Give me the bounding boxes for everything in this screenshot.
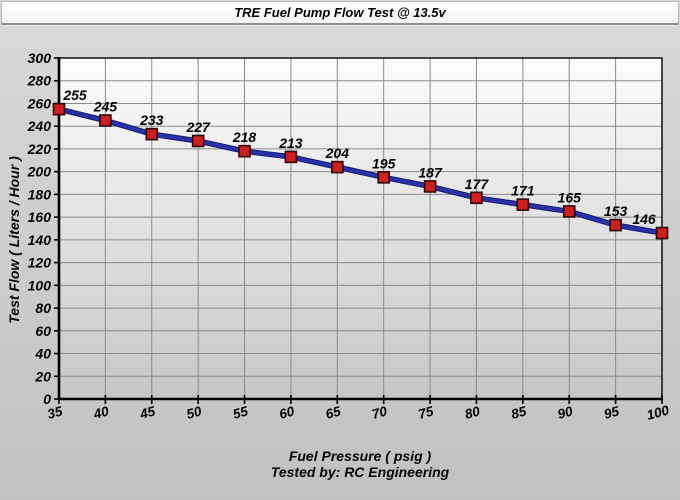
y-tick-label: 280 bbox=[27, 73, 52, 89]
data-point-marker bbox=[331, 160, 344, 174]
data-point-label: 245 bbox=[93, 99, 118, 115]
plot-area bbox=[59, 58, 662, 399]
x-tick-label: 75 bbox=[417, 403, 436, 422]
data-point-label: 171 bbox=[511, 183, 535, 199]
data-point-marker bbox=[470, 191, 483, 205]
x-tick-label: 50 bbox=[185, 403, 204, 422]
data-point-marker bbox=[145, 127, 159, 141]
x-tick-label: 45 bbox=[137, 403, 157, 422]
x-axis-title: Fuel Pressure ( psig ) bbox=[288, 448, 432, 464]
data-point-label: 146 bbox=[632, 211, 656, 227]
data-point-label: 153 bbox=[604, 203, 628, 219]
y-tick-label: 40 bbox=[34, 346, 51, 362]
y-tick-label: 200 bbox=[27, 164, 52, 180]
data-point-marker bbox=[609, 218, 622, 232]
y-axis-title: Test Flow ( Liters / Hour ) bbox=[6, 156, 22, 324]
chart-title: TRE Fuel Pump Flow Test @ 13.5v bbox=[1, 1, 679, 25]
y-tick-label: 80 bbox=[35, 300, 51, 316]
x-tick-label: 40 bbox=[91, 403, 111, 422]
y-tick-label: 0 bbox=[43, 391, 51, 407]
x-tick-label: 35 bbox=[46, 403, 65, 422]
data-point-marker bbox=[655, 226, 669, 240]
data-point-label: 177 bbox=[465, 176, 490, 192]
y-tick-label: 140 bbox=[28, 232, 52, 248]
data-point-marker bbox=[191, 134, 205, 148]
data-point-label: 195 bbox=[372, 155, 396, 171]
y-tick-label: 300 bbox=[28, 50, 52, 66]
data-point-label: 218 bbox=[232, 129, 257, 145]
series-line bbox=[58, 107, 663, 235]
data-point-label: 255 bbox=[62, 87, 87, 103]
x-tick-label: 100 bbox=[645, 402, 671, 422]
y-tick-label: 120 bbox=[28, 255, 52, 271]
data-point-label: 227 bbox=[185, 119, 211, 135]
y-tick-label: 100 bbox=[28, 277, 52, 293]
x-tick-label: 95 bbox=[602, 403, 621, 422]
y-tick-label: 260 bbox=[27, 95, 52, 111]
data-point-marker bbox=[562, 205, 576, 218]
data-point-marker bbox=[377, 171, 390, 184]
y-tick-label: 180 bbox=[28, 186, 52, 202]
data-point-marker bbox=[52, 102, 66, 116]
data-point-marker bbox=[99, 114, 112, 127]
tested-by-footnote: Tested by: RC Engineering bbox=[270, 464, 450, 480]
y-tick-label: 240 bbox=[27, 118, 52, 134]
y-tick-label: 160 bbox=[28, 209, 52, 225]
data-point-label: 187 bbox=[418, 164, 443, 180]
y-tick-label: 220 bbox=[27, 141, 52, 157]
data-point-marker bbox=[423, 180, 437, 193]
data-point-label: 204 bbox=[325, 145, 350, 161]
x-tick-label: 65 bbox=[324, 403, 343, 422]
y-tick-label: 60 bbox=[35, 323, 51, 339]
x-tick-label: 70 bbox=[370, 403, 389, 422]
data-point-label: 213 bbox=[278, 135, 303, 151]
x-tick-label: 55 bbox=[231, 403, 250, 422]
y-tick-label: 20 bbox=[34, 368, 51, 384]
x-tick-label: 80 bbox=[463, 403, 482, 422]
data-point-label: 165 bbox=[558, 189, 582, 205]
data-point-marker bbox=[284, 150, 298, 164]
data-point-marker bbox=[516, 198, 530, 211]
x-tick-label: 85 bbox=[509, 403, 528, 422]
data-point-label: 233 bbox=[139, 112, 164, 128]
x-tick-label: 60 bbox=[278, 403, 297, 422]
data-point-marker bbox=[238, 144, 251, 158]
x-tick-label: 90 bbox=[556, 403, 575, 422]
